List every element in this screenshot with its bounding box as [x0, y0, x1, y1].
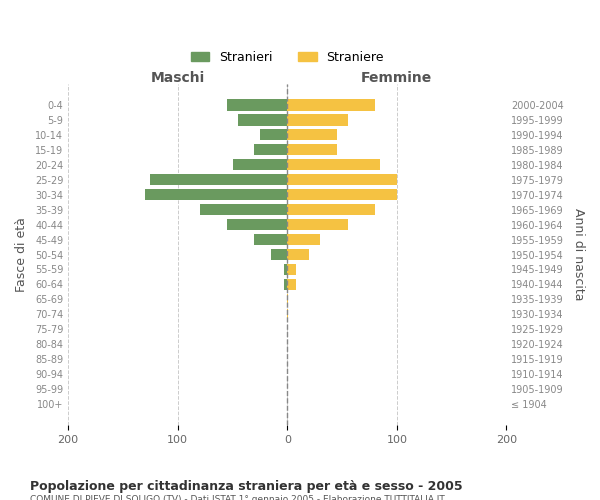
Bar [287, 279, 296, 290]
Bar [287, 189, 397, 200]
Bar [233, 159, 287, 170]
Bar [227, 219, 287, 230]
Text: Popolazione per cittadinanza straniera per età e sesso - 2005: Popolazione per cittadinanza straniera p… [30, 480, 463, 493]
Bar [238, 114, 287, 126]
Bar [287, 309, 289, 320]
Bar [200, 204, 287, 216]
Bar [287, 204, 375, 216]
Bar [287, 129, 337, 140]
Text: Femmine: Femmine [361, 72, 433, 86]
Bar [254, 144, 287, 156]
Bar [145, 189, 287, 200]
Legend: Stranieri, Straniere: Stranieri, Straniere [185, 46, 389, 68]
Bar [287, 294, 289, 305]
Bar [287, 174, 397, 186]
Bar [151, 174, 287, 186]
Bar [284, 264, 287, 275]
Bar [260, 129, 287, 140]
Y-axis label: Fasce di età: Fasce di età [15, 217, 28, 292]
Text: COMUNE DI PIEVE DI SOLIGO (TV) - Dati ISTAT 1° gennaio 2005 - Elaborazione TUTTI: COMUNE DI PIEVE DI SOLIGO (TV) - Dati IS… [30, 495, 445, 500]
Bar [287, 234, 320, 245]
Bar [284, 279, 287, 290]
Bar [287, 264, 296, 275]
Bar [287, 144, 337, 156]
Y-axis label: Anni di nascita: Anni di nascita [572, 208, 585, 301]
Bar [287, 100, 375, 110]
Bar [287, 219, 347, 230]
Bar [287, 114, 347, 126]
Bar [254, 234, 287, 245]
Bar [271, 249, 287, 260]
Bar [227, 100, 287, 110]
Bar [287, 249, 309, 260]
Text: Maschi: Maschi [151, 72, 205, 86]
Bar [287, 159, 380, 170]
